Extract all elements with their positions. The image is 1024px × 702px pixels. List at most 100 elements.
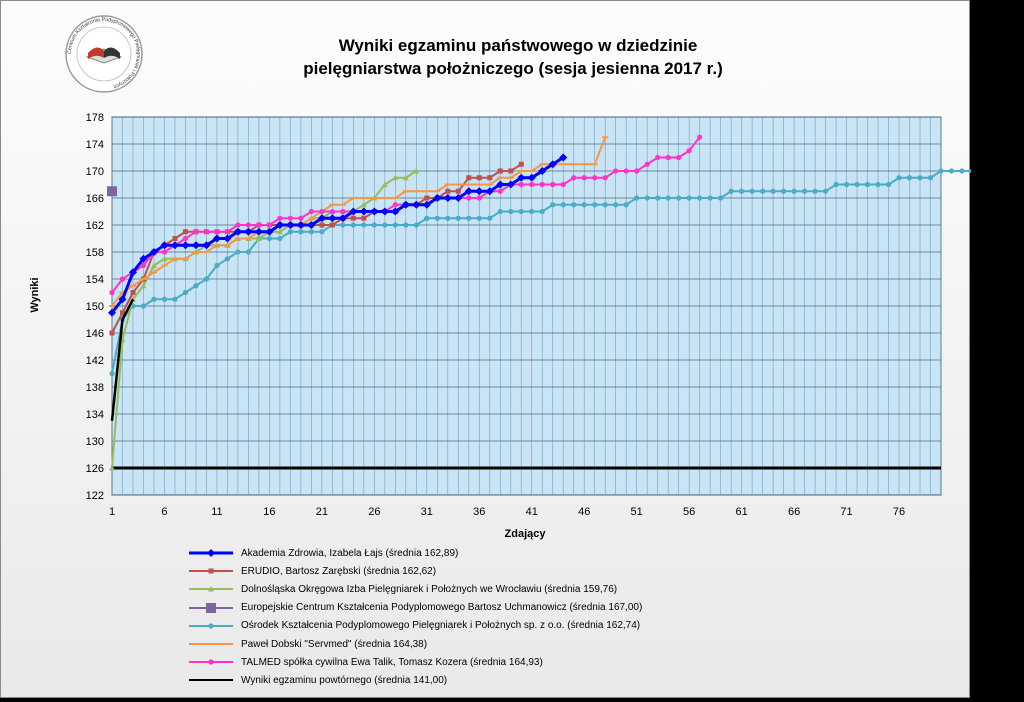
- data-point: [277, 235, 283, 242]
- data-point: [371, 197, 378, 199]
- data-point: [349, 207, 358, 216]
- data-point: [434, 215, 440, 221]
- data-point: [517, 173, 526, 182]
- legend-entry: Dolnośląska Okręgowa Izba Pielęgniarek i…: [187, 580, 957, 598]
- data-point: [476, 175, 482, 181]
- data-point: [391, 207, 400, 216]
- data-point: [455, 215, 461, 221]
- chart-title-line-2: pielęgniarstwa położniczego (sesja jesie…: [303, 59, 723, 78]
- data-point: [129, 284, 136, 287]
- data-point: [275, 221, 284, 229]
- y-tick-label: 158: [86, 247, 104, 259]
- data-point: [235, 222, 241, 228]
- data-point: [140, 278, 147, 280]
- data-point: [581, 163, 588, 166]
- x-tick-label: 76: [893, 506, 905, 518]
- data-point: [822, 188, 829, 194]
- data-point: [497, 168, 503, 174]
- data-point: [613, 202, 619, 208]
- data-point: [329, 203, 336, 206]
- data-point: [791, 188, 797, 194]
- y-tick-label: 134: [86, 409, 104, 421]
- data-point: [381, 197, 388, 199]
- data-point: [529, 181, 535, 188]
- data-point: [959, 168, 965, 174]
- data-point: [854, 181, 860, 188]
- data-point: [360, 201, 367, 208]
- y-tick-label: 162: [86, 220, 104, 232]
- data-point: [361, 222, 367, 228]
- legend-label: Paweł Dobski "Servmed" (średnia 164,38): [241, 638, 428, 650]
- data-point: [476, 183, 483, 186]
- data-point: [591, 163, 598, 166]
- data-point: [108, 308, 116, 317]
- data-point: [107, 186, 117, 197]
- data-point: [780, 188, 787, 194]
- data-point: [497, 188, 503, 194]
- legend-label: ERUDIO, Bartosz Zarębski (średnia 162,62…: [241, 565, 437, 577]
- y-axis-label: Wyniki: [29, 277, 41, 312]
- data-point: [655, 195, 661, 201]
- legend-swatch: [189, 679, 233, 682]
- data-point: [560, 163, 567, 166]
- data-point: [969, 168, 971, 174]
- data-point: [109, 370, 115, 377]
- data-point: [485, 187, 494, 196]
- legend-swatch: [189, 586, 233, 592]
- data-point: [508, 168, 514, 174]
- data-point: [182, 289, 189, 296]
- x-tick-label: 21: [316, 506, 328, 518]
- y-tick-label: 154: [86, 274, 104, 286]
- data-point: [224, 229, 231, 235]
- x-tick-label: 1: [109, 506, 115, 518]
- series-line: [111, 163, 522, 334]
- data-point: [539, 208, 545, 215]
- data-point: [255, 235, 262, 241]
- data-point: [329, 222, 335, 228]
- y-tick-label: 122: [86, 490, 104, 502]
- x-tick-label: 51: [631, 506, 643, 518]
- data-point: [539, 163, 546, 166]
- data-point: [466, 175, 472, 181]
- data-point: [592, 175, 598, 181]
- data-point: [128, 268, 137, 277]
- data-point: [455, 183, 462, 186]
- data-point: [506, 180, 515, 189]
- legend-label: Dolnośląska Okręgowa Izba Pielęgniarek i…: [241, 583, 618, 595]
- series-7: [110, 298, 135, 421]
- data-point: [254, 227, 263, 236]
- data-point: [340, 208, 346, 215]
- data-point: [350, 197, 357, 199]
- data-point: [202, 241, 211, 250]
- legend: Akademia Zdrowia, Izabela Łajs (średnia …: [187, 544, 957, 690]
- data-point: [707, 195, 713, 201]
- data-point: [602, 136, 609, 139]
- data-point: [644, 161, 650, 167]
- data-point: [697, 134, 703, 140]
- ckppip-logo: Centrum Kształcenia Podyplomowego Pielęg…: [65, 15, 143, 93]
- data-point: [413, 168, 420, 174]
- data-point: [686, 195, 692, 201]
- x-tick-label: 11: [211, 506, 222, 518]
- data-point: [550, 202, 556, 208]
- data-point: [518, 170, 525, 172]
- data-point: [906, 175, 913, 181]
- data-point: [571, 175, 577, 181]
- data-point: [350, 215, 356, 221]
- data-point: [109, 465, 115, 471]
- data-point: [381, 181, 388, 187]
- legend-entry: TALMED spółka cywilna Ewa Talik, Tomasz …: [187, 653, 957, 671]
- x-tick-label: 66: [788, 506, 800, 518]
- y-axis-ticks: 122 126 130 134 138 142 146 150 154 158 162 166 170 1…: [86, 112, 104, 502]
- data-point: [140, 262, 147, 269]
- data-point: [655, 154, 661, 161]
- y-tick-label: 126: [86, 463, 104, 475]
- y-tick-label: 146: [86, 328, 104, 340]
- data-point: [161, 296, 168, 302]
- legend-swatch: [189, 659, 233, 665]
- data-point: [571, 202, 577, 208]
- data-point: [392, 197, 399, 199]
- data-point: [644, 195, 650, 201]
- data-point: [213, 244, 220, 247]
